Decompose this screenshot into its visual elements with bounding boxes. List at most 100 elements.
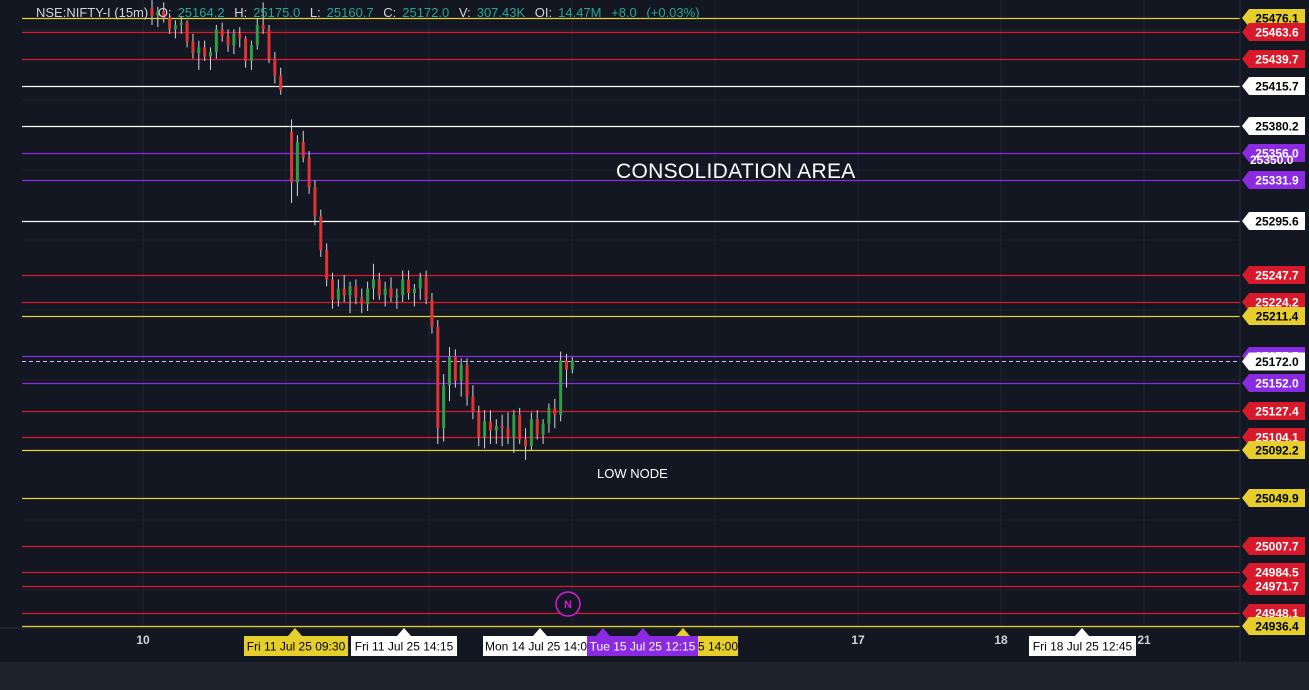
candle-body[interactable]	[535, 419, 539, 435]
candle-body[interactable]	[197, 47, 201, 54]
candle-body[interactable]	[453, 356, 457, 381]
candle-body[interactable]	[553, 407, 557, 415]
candle-body[interactable]	[209, 51, 212, 57]
candle-body[interactable]	[377, 279, 381, 296]
candle-body[interactable]	[162, 11, 166, 19]
time-label-box[interactable]	[698, 636, 738, 656]
candle-body[interactable]	[494, 425, 498, 431]
candle-body[interactable]	[319, 216, 323, 251]
candle-body[interactable]	[244, 38, 248, 61]
candle-body[interactable]	[261, 24, 265, 30]
price-label-25049.9[interactable]: 25049.9	[1242, 489, 1305, 507]
candle-body[interactable]	[524, 439, 528, 447]
time-label-box[interactable]	[244, 636, 348, 656]
candle-body[interactable]	[279, 75, 283, 91]
candle-body[interactable]	[173, 24, 177, 30]
price-label-25356.0[interactable]: 25356.0	[1242, 144, 1305, 162]
candle-body[interactable]	[168, 18, 172, 30]
candle-body[interactable]	[518, 414, 522, 440]
current-price-label[interactable]: 25172.0	[1242, 352, 1305, 371]
candle-body[interactable]	[156, 11, 160, 16]
candle-body[interactable]	[325, 250, 329, 280]
candle-body[interactable]	[273, 58, 277, 76]
candle-body[interactable]	[412, 288, 416, 293]
candle-body[interactable]	[488, 421, 492, 431]
candle-body[interactable]	[407, 279, 411, 293]
candle-body[interactable]	[214, 29, 218, 52]
price-label-25092.2[interactable]: 25092.2	[1242, 441, 1305, 459]
candle-body[interactable]	[559, 360, 563, 415]
candle-body[interactable]	[342, 288, 346, 296]
candle-body[interactable]	[483, 421, 487, 438]
candle-body[interactable]	[150, 7, 154, 16]
candle-body[interactable]	[267, 29, 271, 59]
candle-body[interactable]	[348, 286, 352, 296]
candle-body[interactable]	[331, 279, 334, 300]
candle-body[interactable]	[255, 24, 259, 46]
candle-body[interactable]	[418, 277, 422, 289]
candle-body[interactable]	[541, 423, 545, 435]
candle-body[interactable]	[220, 29, 224, 37]
candle-body[interactable]	[313, 187, 317, 217]
candle-body[interactable]	[226, 36, 230, 46]
price-label-25007.7[interactable]: 25007.7	[1242, 537, 1305, 555]
price-label-25152.0[interactable]: 25152.0	[1242, 374, 1305, 392]
candle-body[interactable]	[570, 360, 574, 370]
time-label-box[interactable]	[587, 636, 698, 656]
price-label-25331.9[interactable]: 25331.9	[1242, 171, 1305, 189]
price-label-24984.5[interactable]: 24984.5	[1242, 563, 1305, 581]
price-label-25439.7[interactable]: 25439.7	[1242, 50, 1305, 68]
candle-body[interactable]	[307, 157, 311, 188]
price-label-25415.7[interactable]: 25415.7	[1242, 77, 1305, 95]
candle-body[interactable]	[295, 142, 299, 183]
candle-body[interactable]	[477, 412, 481, 438]
candle-body[interactable]	[354, 286, 358, 298]
candle-body[interactable]	[565, 360, 568, 370]
price-label-24971.7[interactable]: 24971.7	[1242, 577, 1305, 595]
price-label-25211.4[interactable]: 25211.4	[1242, 307, 1305, 325]
price-label-25476.1[interactable]: 25476.1	[1242, 9, 1305, 27]
consolidation-area-annotation[interactable]: CONSOLIDATION AREA	[616, 160, 856, 183]
candle-body[interactable]	[529, 419, 533, 447]
candle-body[interactable]	[203, 47, 207, 57]
candle-body[interactable]	[401, 279, 405, 296]
candle-body[interactable]	[547, 407, 551, 424]
price-label-25463.6[interactable]: 25463.6	[1242, 23, 1305, 41]
candle-body[interactable]	[395, 295, 399, 298]
time-label-box[interactable]	[1029, 636, 1136, 656]
candle-body[interactable]	[512, 414, 516, 438]
low-node-annotation[interactable]: LOW NODE	[597, 466, 668, 481]
price-label-25380.2[interactable]: 25380.2	[1242, 117, 1305, 135]
candle-body[interactable]	[430, 299, 434, 327]
price-label-25247.7[interactable]: 25247.7	[1242, 266, 1305, 284]
candle-body[interactable]	[448, 356, 451, 386]
symbol-label[interactable]: NSE:NIFTY-I (15m)	[36, 5, 149, 20]
candle-body[interactable]	[232, 33, 236, 46]
candle-body[interactable]	[238, 33, 242, 39]
candle-body[interactable]	[336, 288, 340, 300]
time-label-box[interactable]	[351, 636, 457, 656]
candle-body[interactable]	[506, 428, 510, 438]
candle-body[interactable]	[366, 288, 370, 305]
candle-body[interactable]	[185, 22, 189, 42]
candle-body[interactable]	[301, 142, 305, 158]
price-label-25224.2[interactable]: 25224.2	[1242, 293, 1305, 311]
candle-body[interactable]	[360, 297, 364, 305]
candle-body[interactable]	[442, 385, 446, 429]
price-label-24936.4[interactable]: 24936.4	[1242, 617, 1305, 635]
candle-body[interactable]	[389, 288, 393, 298]
candle-body[interactable]	[500, 425, 504, 429]
candle-body[interactable]	[290, 131, 294, 183]
candle-body[interactable]	[459, 365, 463, 381]
time-label-box[interactable]	[483, 636, 589, 656]
candle-body[interactable]	[424, 277, 428, 300]
price-label-25127.4[interactable]: 25127.4	[1242, 402, 1305, 420]
candle-body[interactable]	[371, 279, 375, 289]
candle-body[interactable]	[249, 45, 253, 61]
candle-body[interactable]	[465, 365, 469, 397]
price-label-25295.6[interactable]: 25295.6	[1242, 212, 1305, 230]
event-marker-circle[interactable]	[555, 591, 581, 617]
price-axis[interactable]	[1240, 0, 1309, 662]
candle-body[interactable]	[471, 396, 475, 413]
candle-body[interactable]	[191, 41, 195, 54]
